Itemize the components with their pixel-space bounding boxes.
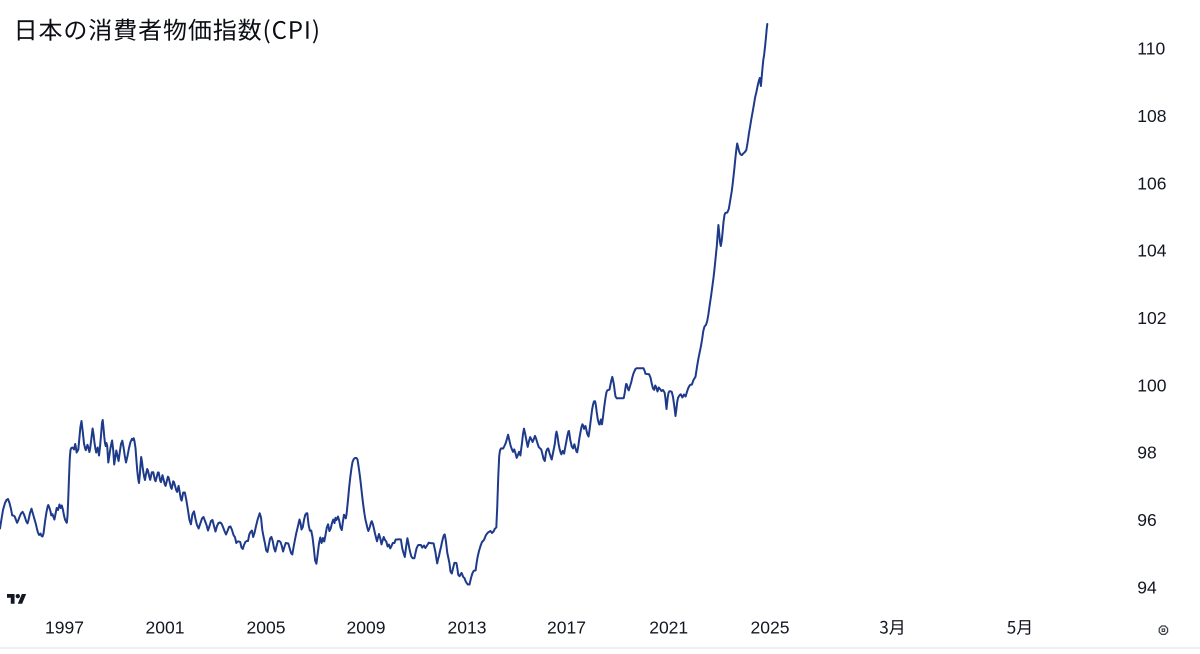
svg-text:102: 102 — [1137, 308, 1166, 328]
svg-text:106: 106 — [1137, 173, 1166, 193]
svg-text:108: 108 — [1137, 106, 1166, 126]
svg-text:100: 100 — [1137, 375, 1166, 395]
svg-text:2013: 2013 — [448, 618, 487, 638]
svg-text:94: 94 — [1137, 577, 1157, 597]
svg-text:2001: 2001 — [146, 618, 185, 638]
svg-text:2025: 2025 — [751, 618, 790, 638]
svg-text:2017: 2017 — [547, 618, 586, 638]
svg-text:2009: 2009 — [347, 618, 386, 638]
svg-text:2021: 2021 — [649, 618, 688, 638]
svg-text:110: 110 — [1137, 39, 1165, 59]
svg-text:96: 96 — [1137, 510, 1156, 530]
svg-text:2005: 2005 — [247, 618, 286, 638]
svg-text:98: 98 — [1137, 443, 1156, 463]
svg-text:1997: 1997 — [45, 618, 84, 638]
svg-text:104: 104 — [1137, 241, 1166, 261]
